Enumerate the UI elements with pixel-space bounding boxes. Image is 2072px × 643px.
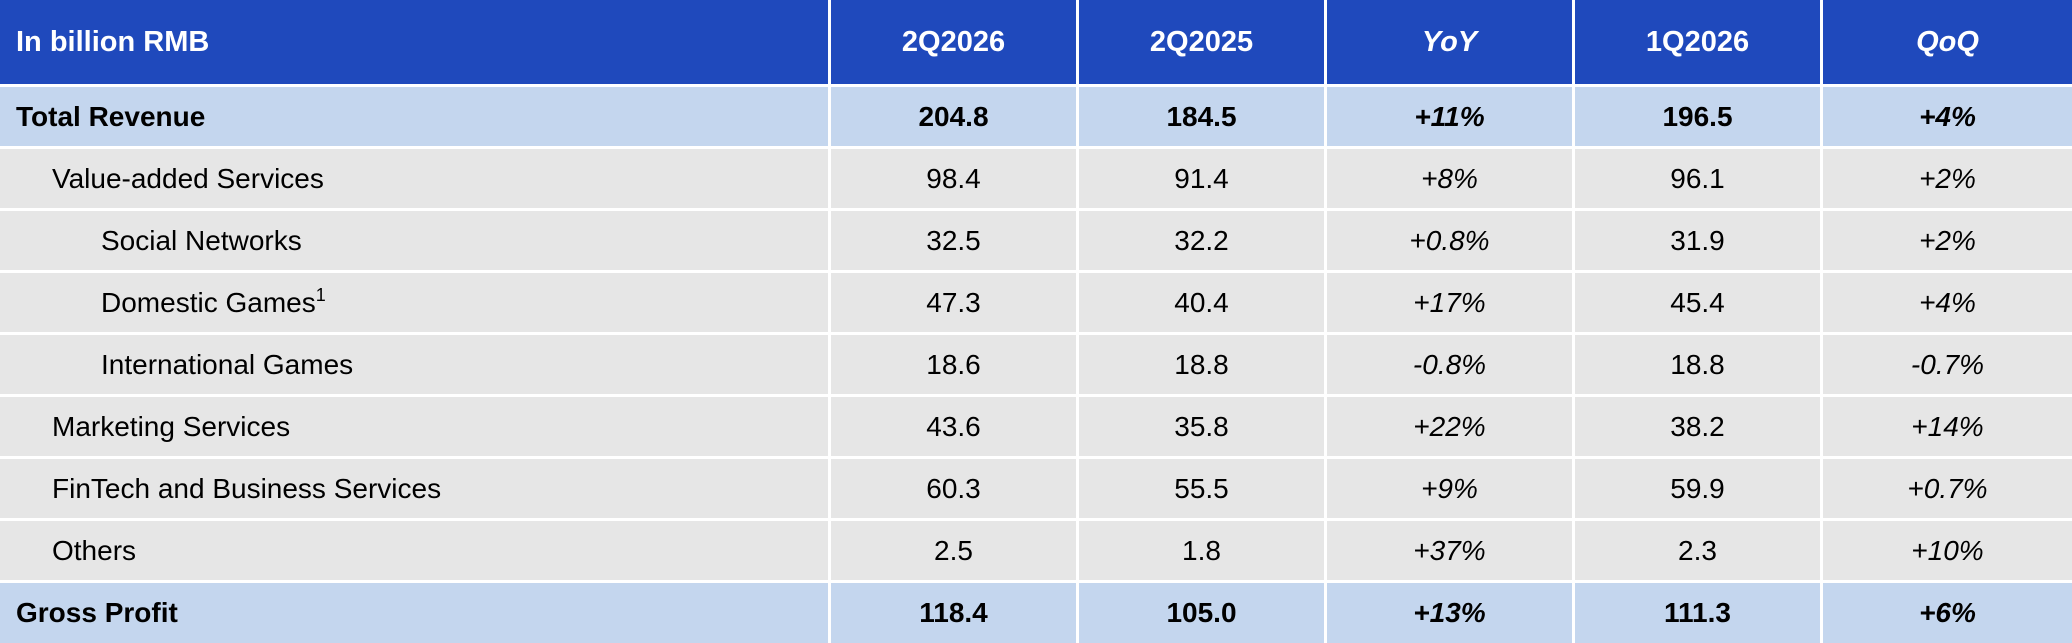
cell-qoq: -0.7% <box>1823 335 2072 397</box>
cell-2q2026: 60.3 <box>831 459 1079 521</box>
cell-2q2026: 43.6 <box>831 397 1079 459</box>
cell-yoy: +11% <box>1327 87 1575 149</box>
cell-yoy: +17% <box>1327 273 1575 335</box>
row-label: Domestic Games1 <box>0 273 831 335</box>
cell-qoq: +0.7% <box>1823 459 2072 521</box>
row-gross-profit: Gross Profit 118.4 105.0 +13% 111.3 +6% <box>0 583 2072 643</box>
row-label: Social Networks <box>0 211 831 273</box>
cell-1q2026: 31.9 <box>1575 211 1823 273</box>
cell-1q2026: 38.2 <box>1575 397 1823 459</box>
cell-2q2026: 32.5 <box>831 211 1079 273</box>
cell-yoy: +9% <box>1327 459 1575 521</box>
cell-qoq: +4% <box>1823 273 2072 335</box>
cell-2q2025: 18.8 <box>1079 335 1327 397</box>
cell-1q2026: 59.9 <box>1575 459 1823 521</box>
row-label: Value-added Services <box>0 149 831 211</box>
row-value-added-services: Value-added Services 98.4 91.4 +8% 96.1 … <box>0 149 2072 211</box>
row-label: Marketing Services <box>0 397 831 459</box>
cell-yoy: +13% <box>1327 583 1575 643</box>
row-label: Gross Profit <box>0 583 831 643</box>
cell-2q2025: 35.8 <box>1079 397 1327 459</box>
row-international-games: International Games 18.6 18.8 -0.8% 18.8… <box>0 335 2072 397</box>
cell-2q2026: 2.5 <box>831 521 1079 583</box>
cell-qoq: +2% <box>1823 211 2072 273</box>
cell-2q2026: 204.8 <box>831 87 1079 149</box>
cell-1q2026: 45.4 <box>1575 273 1823 335</box>
cell-2q2026: 47.3 <box>831 273 1079 335</box>
cell-2q2025: 91.4 <box>1079 149 1327 211</box>
cell-2q2026: 18.6 <box>831 335 1079 397</box>
header-2q2025: 2Q2025 <box>1079 0 1327 87</box>
cell-1q2026: 18.8 <box>1575 335 1823 397</box>
header-unit-label: In billion RMB <box>0 0 831 87</box>
cell-qoq: +6% <box>1823 583 2072 643</box>
cell-qoq: +10% <box>1823 521 2072 583</box>
row-others: Others 2.5 1.8 +37% 2.3 +10% <box>0 521 2072 583</box>
cell-2q2025: 40.4 <box>1079 273 1327 335</box>
row-label: FinTech and Business Services <box>0 459 831 521</box>
cell-2q2026: 98.4 <box>831 149 1079 211</box>
cell-2q2025: 184.5 <box>1079 87 1327 149</box>
row-total-revenue: Total Revenue 204.8 184.5 +11% 196.5 +4% <box>0 87 2072 149</box>
row-label: International Games <box>0 335 831 397</box>
cell-yoy: -0.8% <box>1327 335 1575 397</box>
cell-1q2026: 111.3 <box>1575 583 1823 643</box>
cell-2q2025: 105.0 <box>1079 583 1327 643</box>
cell-qoq: +2% <box>1823 149 2072 211</box>
header-1q2026: 1Q2026 <box>1575 0 1823 87</box>
cell-yoy: +37% <box>1327 521 1575 583</box>
cell-2q2025: 55.5 <box>1079 459 1327 521</box>
cell-yoy: +22% <box>1327 397 1575 459</box>
row-label: Others <box>0 521 831 583</box>
row-fintech-business-services: FinTech and Business Services 60.3 55.5 … <box>0 459 2072 521</box>
header-2q2026: 2Q2026 <box>831 0 1079 87</box>
cell-qoq: +14% <box>1823 397 2072 459</box>
cell-yoy: +8% <box>1327 149 1575 211</box>
row-marketing-services: Marketing Services 43.6 35.8 +22% 38.2 +… <box>0 397 2072 459</box>
footnote-marker: 1 <box>315 284 326 305</box>
cell-2q2025: 32.2 <box>1079 211 1327 273</box>
cell-2q2025: 1.8 <box>1079 521 1327 583</box>
cell-1q2026: 196.5 <box>1575 87 1823 149</box>
cell-2q2026: 118.4 <box>831 583 1079 643</box>
header-yoy: YoY <box>1327 0 1575 87</box>
cell-1q2026: 2.3 <box>1575 521 1823 583</box>
table-header-row: In billion RMB 2Q2026 2Q2025 YoY 1Q2026 … <box>0 0 2072 87</box>
row-label: Total Revenue <box>0 87 831 149</box>
header-qoq: QoQ <box>1823 0 2072 87</box>
row-domestic-games: Domestic Games1 47.3 40.4 +17% 45.4 +4% <box>0 273 2072 335</box>
row-social-networks: Social Networks 32.5 32.2 +0.8% 31.9 +2% <box>0 211 2072 273</box>
cell-1q2026: 96.1 <box>1575 149 1823 211</box>
cell-yoy: +0.8% <box>1327 211 1575 273</box>
cell-qoq: +4% <box>1823 87 2072 149</box>
